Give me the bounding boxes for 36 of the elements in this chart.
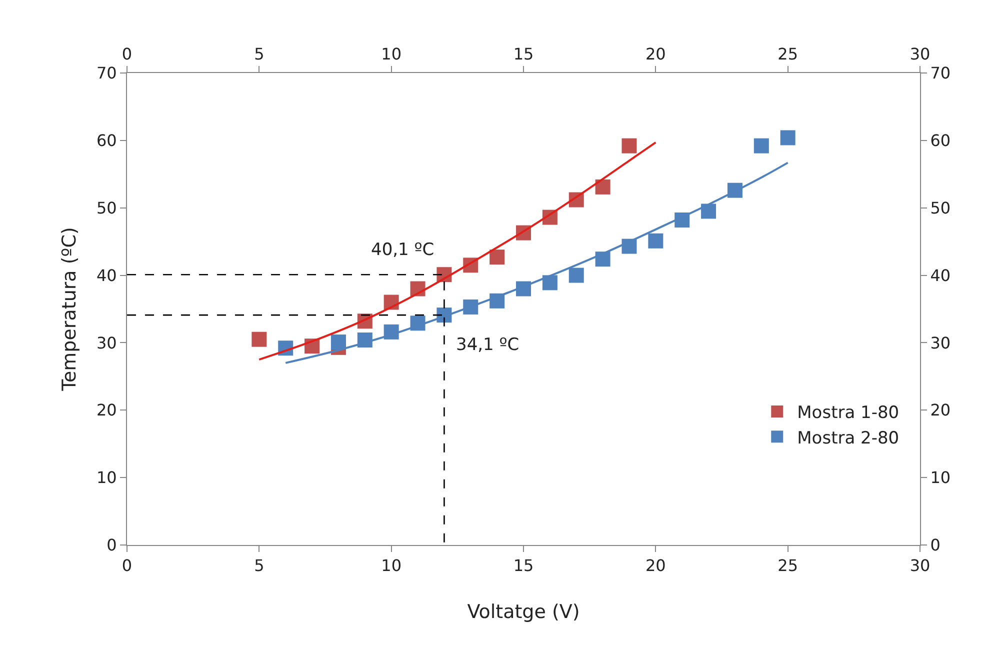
x2-tick-label: 15 bbox=[513, 556, 534, 576]
x-tick-label: 30 bbox=[910, 44, 930, 64]
y-tick-label: 50 bbox=[96, 198, 117, 218]
y-tick-label: 20 bbox=[96, 400, 117, 420]
x2-tick-label: 0 bbox=[122, 556, 132, 576]
y2-tick-label: 0 bbox=[930, 536, 940, 555]
y2-tick-label: 20 bbox=[930, 400, 951, 420]
y-tick-label: 30 bbox=[96, 333, 117, 352]
y-tick-label: 40 bbox=[96, 266, 117, 285]
x-tick-label: 25 bbox=[778, 44, 798, 64]
y2-tick-label: 40 bbox=[930, 266, 951, 285]
annotation: 34,1 ºC bbox=[456, 335, 520, 355]
x-tick-label: 0 bbox=[122, 44, 132, 64]
x-tick-label: 5 bbox=[254, 44, 264, 64]
x2-tick-label: 5 bbox=[254, 556, 264, 576]
y-axis-title: Temperatura (ºC) bbox=[58, 227, 80, 392]
legend-label: Mostra 2-80 bbox=[797, 428, 900, 448]
x2-tick-label: 30 bbox=[910, 556, 930, 576]
x-tick-label: 10 bbox=[381, 44, 402, 64]
x-axis-title: Voltatge (V) bbox=[467, 601, 580, 623]
y-tick-label: 60 bbox=[96, 131, 117, 150]
x2-tick-label: 25 bbox=[778, 556, 798, 576]
y2-tick-label: 10 bbox=[930, 468, 951, 488]
y-tick-label: 0 bbox=[106, 536, 117, 555]
y2-tick-label: 60 bbox=[930, 131, 951, 150]
x-tick-label: 15 bbox=[513, 44, 534, 64]
x-tick-label: 20 bbox=[645, 44, 666, 64]
x2-tick-label: 10 bbox=[381, 556, 402, 576]
x2-tick-label: 20 bbox=[645, 556, 666, 576]
y2-tick-label: 70 bbox=[930, 64, 951, 83]
legend-label: Mostra 1-80 bbox=[797, 403, 900, 424]
y2-tick-label: 30 bbox=[930, 333, 951, 352]
y-tick-label: 10 bbox=[96, 468, 117, 488]
y-tick-label: 70 bbox=[96, 64, 117, 83]
y2-tick-label: 50 bbox=[930, 198, 951, 218]
annotation: 40,1 ºC bbox=[371, 240, 434, 260]
